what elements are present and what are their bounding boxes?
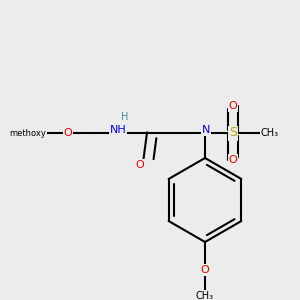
Text: O: O [201,265,209,275]
Text: NH: NH [110,125,126,135]
Text: N: N [202,125,210,135]
Text: O: O [229,155,237,165]
Text: H: H [121,112,129,122]
Text: O: O [64,128,72,138]
Text: O: O [136,160,144,170]
Text: CH₃: CH₃ [261,128,279,138]
Text: S: S [229,127,237,140]
Text: methoxy: methoxy [10,128,46,137]
Text: CH₃: CH₃ [196,291,214,300]
Text: O: O [229,101,237,111]
